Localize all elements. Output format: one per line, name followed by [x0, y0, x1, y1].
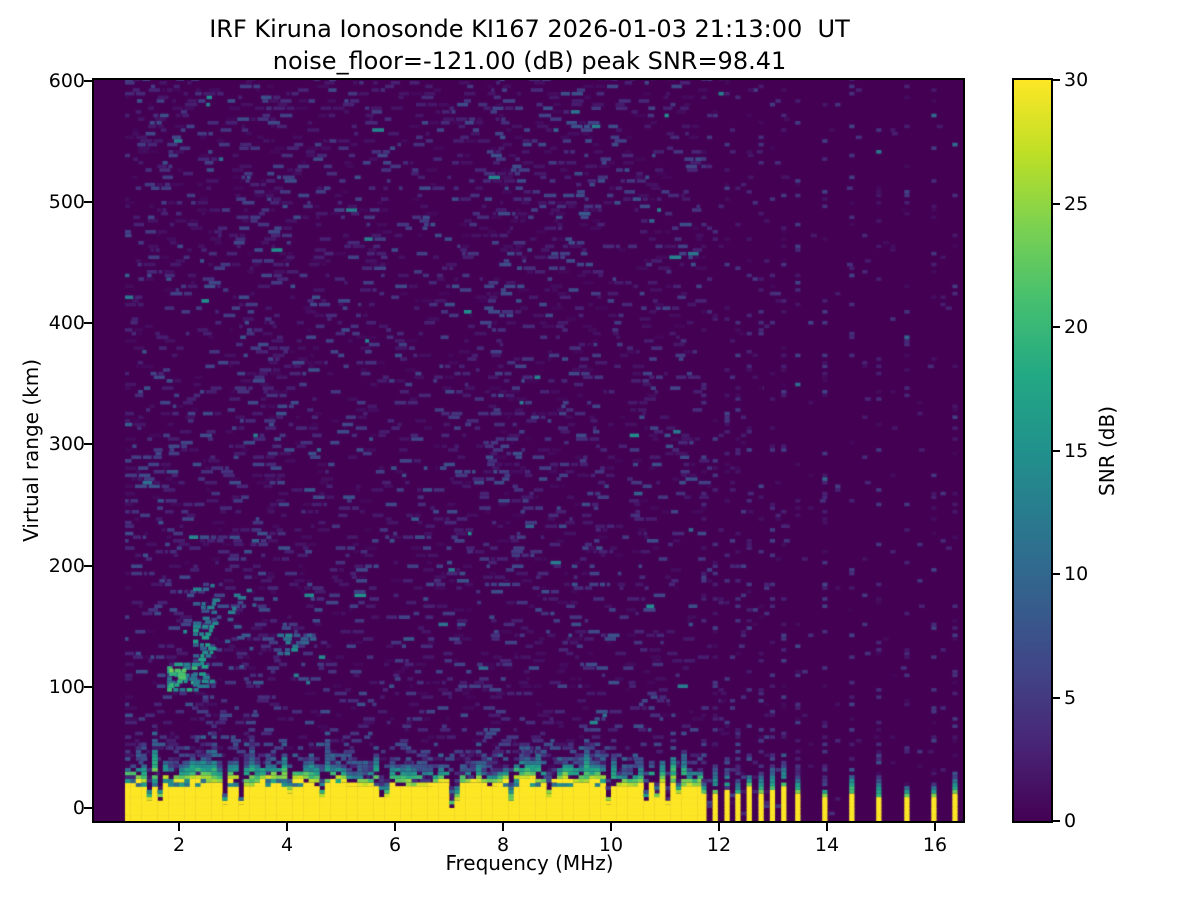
x-tick-label: 16 [922, 834, 948, 856]
colorbar-tick-mark [1053, 79, 1060, 81]
y-tick-mark [84, 685, 92, 688]
y-axis-label-wrap: Virtual range (km) [18, 78, 44, 823]
y-tick-mark [84, 322, 92, 325]
x-tick-label: 12 [706, 834, 732, 856]
colorbar-tick-label: 0 [1064, 810, 1077, 832]
colorbar-label-wrap: SNR (dB) [1094, 78, 1120, 823]
x-tick-mark [501, 823, 504, 831]
y-tick-mark [84, 79, 92, 82]
y-tick-mark [84, 443, 92, 446]
x-tick-mark [825, 823, 828, 831]
plot-frame [92, 78, 965, 823]
x-tick-mark [717, 823, 720, 831]
x-tick-label: 4 [280, 834, 294, 856]
x-tick-label: 2 [172, 834, 186, 856]
colorbar-tick-label: 30 [1064, 69, 1089, 91]
colorbar-tick-mark [1053, 573, 1060, 575]
colorbar-tick-mark [1053, 696, 1060, 699]
y-tick-label: 0 [72, 796, 85, 819]
y-tick-label: 300 [48, 433, 85, 456]
x-tick-label: 6 [388, 834, 402, 856]
colorbar [1012, 78, 1053, 823]
x-tick-mark [177, 823, 180, 831]
colorbar-tick-label: 10 [1064, 563, 1089, 585]
colorbar-tick-label: 20 [1064, 316, 1089, 338]
colorbar-tick-label: 25 [1064, 192, 1089, 215]
x-tick-mark [933, 823, 936, 831]
x-tick-mark [393, 823, 396, 831]
colorbar-tick-label: 15 [1064, 439, 1089, 462]
y-tick-label: 400 [48, 312, 85, 335]
y-tick-mark [84, 806, 92, 809]
colorbar-gradient [1014, 80, 1051, 821]
ionogram-heatmap [94, 80, 963, 821]
x-tick-mark [285, 823, 288, 831]
x-tick-label: 8 [496, 834, 510, 856]
x-axis-label: Frequency (MHz) [445, 851, 614, 875]
colorbar-tick-mark [1053, 202, 1060, 205]
colorbar-tick-mark [1053, 449, 1060, 452]
colorbar-label: SNR (dB) [1095, 405, 1119, 496]
chart-title: IRF Kiruna Ionosonde KI167 2026-01-03 21… [209, 15, 850, 43]
y-tick-label: 600 [48, 69, 85, 92]
y-tick-label: 100 [48, 675, 85, 698]
y-axis-label: Virtual range (km) [19, 359, 43, 542]
x-tick-label: 14 [814, 834, 840, 856]
x-tick-label: 10 [598, 834, 624, 856]
y-tick-label: 500 [48, 191, 85, 214]
y-tick-label: 200 [48, 554, 85, 577]
x-tick-mark [609, 823, 612, 831]
colorbar-tick-mark [1053, 820, 1060, 822]
colorbar-tick-label: 5 [1064, 686, 1077, 709]
colorbar-tick-mark [1053, 326, 1060, 328]
chart-subtitle: noise_floor=-121.00 (dB) peak SNR=98.41 [272, 47, 787, 75]
y-tick-mark [84, 564, 92, 567]
y-tick-mark [84, 201, 92, 204]
